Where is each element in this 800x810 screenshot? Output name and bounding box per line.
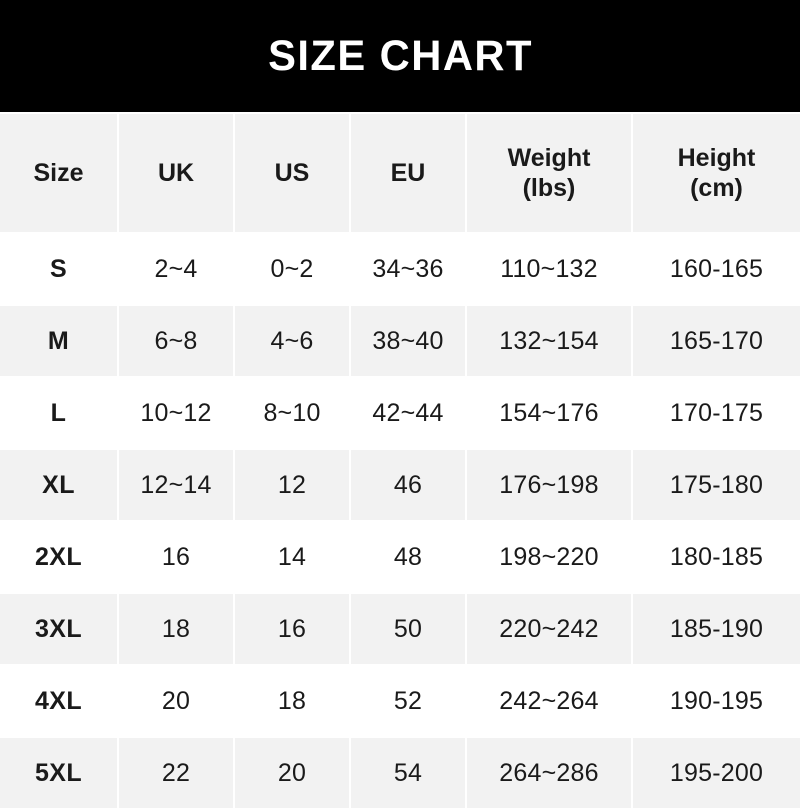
cell-size: 4XL (0, 664, 119, 738)
cell-us: 14 (233, 520, 351, 594)
column-header-weight: Weight (lbs) (465, 112, 633, 234)
table-row: L 10~12 8~10 42~44 154~176 170-175 (0, 376, 800, 450)
cell-weight: 110~132 (465, 232, 633, 306)
cell-us: 0~2 (233, 232, 351, 306)
cell-height: 160-165 (631, 232, 800, 306)
column-header-us: US (233, 112, 351, 234)
size-chart-table: Size UK US EU Weight (lbs) Height (cm) S 2~4 0~2 3… (0, 112, 800, 810)
cell-size: 2XL (0, 520, 119, 594)
table-row: 2XL 16 14 48 198~220 180-185 (0, 520, 800, 594)
cell-uk: 12~14 (117, 448, 235, 522)
column-header-label: Height (677, 143, 756, 172)
table-row: 4XL 20 18 52 242~264 190-195 (0, 664, 800, 738)
cell-weight: 198~220 (465, 520, 633, 594)
cell-uk: 2~4 (117, 232, 235, 306)
column-header-label: EU (390, 158, 426, 187)
cell-us: 18 (233, 664, 351, 738)
cell-weight: 242~264 (465, 664, 633, 738)
column-header-size: Size (0, 112, 119, 234)
cell-eu: 54 (349, 736, 467, 810)
cell-uk: 18 (117, 592, 235, 666)
cell-uk: 16 (117, 520, 235, 594)
title-banner: SIZE CHART (0, 0, 800, 112)
cell-height: 170-175 (631, 376, 800, 450)
column-header-label: US (274, 158, 310, 187)
column-header-uk: UK (117, 112, 235, 234)
cell-height: 190-195 (631, 664, 800, 738)
cell-eu: 50 (349, 592, 467, 666)
cell-us: 12 (233, 448, 351, 522)
cell-eu: 38~40 (349, 304, 467, 378)
cell-eu: 42~44 (349, 376, 467, 450)
cell-uk: 10~12 (117, 376, 235, 450)
cell-uk: 22 (117, 736, 235, 810)
cell-height: 165-170 (631, 304, 800, 378)
column-header-unit: (lbs) (522, 174, 576, 202)
column-header-height: Height (cm) (631, 112, 800, 234)
table-row: 5XL 22 20 54 264~286 195-200 (0, 736, 800, 810)
cell-eu: 46 (349, 448, 467, 522)
cell-weight: 176~198 (465, 448, 633, 522)
cell-eu: 34~36 (349, 232, 467, 306)
column-header-label: UK (157, 158, 195, 187)
cell-size: L (0, 376, 119, 450)
cell-size: XL (0, 448, 119, 522)
cell-us: 16 (233, 592, 351, 666)
cell-us: 8~10 (233, 376, 351, 450)
page-title: SIZE CHART (267, 31, 533, 80)
cell-eu: 52 (349, 664, 467, 738)
cell-height: 195-200 (631, 736, 800, 810)
cell-uk: 6~8 (117, 304, 235, 378)
column-header-label: Size (33, 158, 84, 187)
cell-uk: 20 (117, 664, 235, 738)
cell-height: 180-185 (631, 520, 800, 594)
cell-us: 4~6 (233, 304, 351, 378)
cell-us: 20 (233, 736, 351, 810)
column-header-eu: EU (349, 112, 467, 234)
column-header-unit: (cm) (690, 174, 743, 202)
table-header: Size UK US EU Weight (lbs) Height (cm) (0, 112, 800, 234)
table-row: 3XL 18 16 50 220~242 185-190 (0, 592, 800, 666)
table-row: XL 12~14 12 46 176~198 175-180 (0, 448, 800, 522)
cell-weight: 132~154 (465, 304, 633, 378)
column-header-label: Weight (507, 143, 591, 172)
table-row: M 6~8 4~6 38~40 132~154 165-170 (0, 304, 800, 378)
table-row: S 2~4 0~2 34~36 110~132 160-165 (0, 232, 800, 306)
cell-height: 185-190 (631, 592, 800, 666)
cell-weight: 264~286 (465, 736, 633, 810)
cell-weight: 154~176 (465, 376, 633, 450)
table-header-row: Size UK US EU Weight (lbs) Height (cm) (0, 112, 800, 234)
cell-weight: 220~242 (465, 592, 633, 666)
cell-size: M (0, 304, 119, 378)
table-body: S 2~4 0~2 34~36 110~132 160-165 M 6~8 4~6 38~40 13… (0, 232, 800, 810)
cell-size: S (0, 232, 119, 306)
cell-size: 3XL (0, 592, 119, 666)
cell-height: 175-180 (631, 448, 800, 522)
cell-eu: 48 (349, 520, 467, 594)
cell-size: 5XL (0, 736, 119, 810)
